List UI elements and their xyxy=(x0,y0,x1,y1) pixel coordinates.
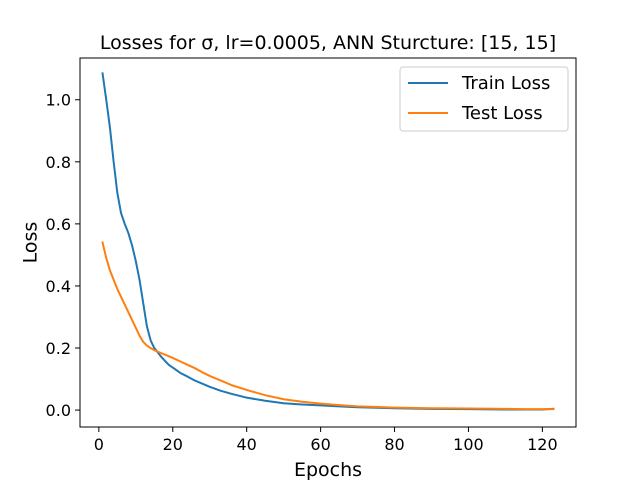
y-axis-title: Loss xyxy=(20,222,42,264)
legend-label: Train Loss xyxy=(461,73,550,94)
y-tick-label: 0.8 xyxy=(46,153,71,172)
y-tick-label: 0.6 xyxy=(46,215,71,234)
x-tick-label: 120 xyxy=(527,435,558,454)
x-tick-label: 0 xyxy=(94,435,104,454)
y-tick-label: 0.2 xyxy=(46,339,71,358)
x-tick-label: 80 xyxy=(384,435,404,454)
chart-title: Losses for σ, lr=0.0005, ANN Sturcture: … xyxy=(100,32,556,54)
series-line-test-loss xyxy=(101,241,555,411)
series-layer xyxy=(101,72,555,411)
y-axis: 0.0 0.2 0.4 0.6 0.8 1.0 xyxy=(46,91,80,420)
x-tick-label: 20 xyxy=(163,435,183,454)
x-tick-label: 60 xyxy=(310,435,330,454)
legend: Train Loss Test Loss xyxy=(399,66,569,132)
x-tick-label: 100 xyxy=(453,435,484,454)
x-axis-title: Epochs xyxy=(294,459,362,480)
y-tick-label: 0.0 xyxy=(46,401,71,420)
y-tick-label: 1.0 xyxy=(46,91,71,110)
legend-label: Test Loss xyxy=(461,103,543,124)
x-axis: 0 20 40 60 80 100 120 xyxy=(94,427,558,454)
y-tick-label: 0.4 xyxy=(46,277,71,296)
plot-frame xyxy=(79,57,577,428)
x-tick-label: 40 xyxy=(237,435,257,454)
